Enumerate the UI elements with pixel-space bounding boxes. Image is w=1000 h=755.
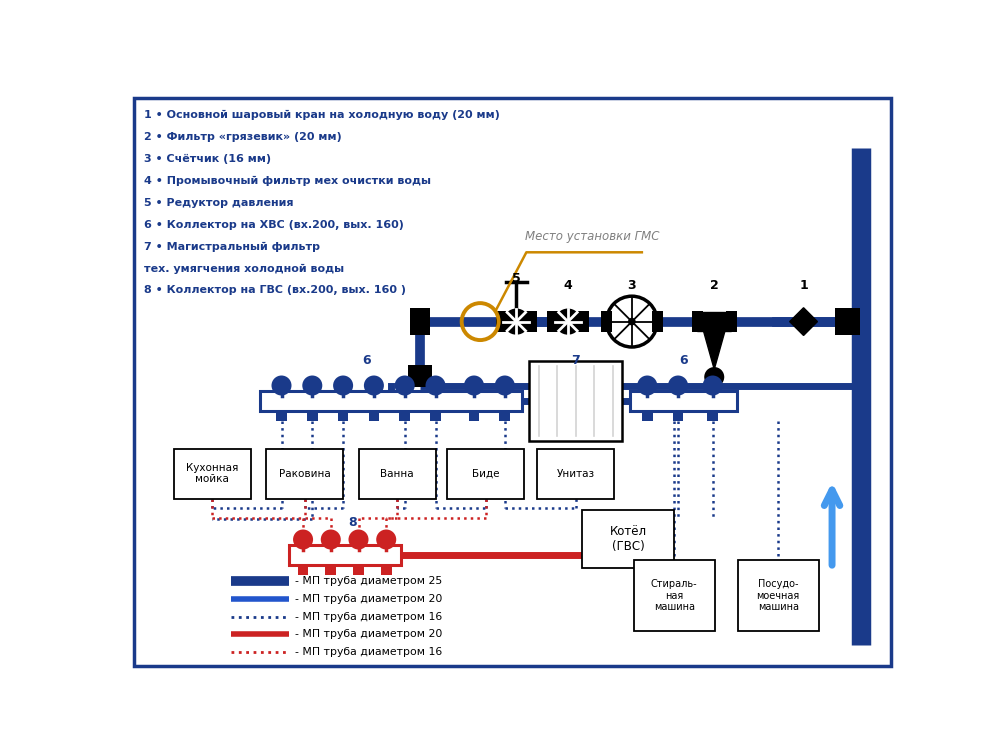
Bar: [652, 311, 663, 332]
Circle shape: [668, 375, 688, 396]
Bar: [338, 411, 348, 421]
Circle shape: [302, 375, 322, 396]
Bar: [410, 308, 430, 335]
Circle shape: [376, 529, 396, 550]
Text: 4 • Промывочный фильтр мех очистки воды: 4 • Промывочный фильтр мех очистки воды: [144, 176, 431, 186]
Circle shape: [704, 367, 724, 387]
Circle shape: [364, 375, 384, 396]
Text: Унитаз: Унитаз: [557, 469, 595, 479]
Text: 3: 3: [628, 279, 636, 292]
Text: 5 • Редуктор давления: 5 • Редуктор давления: [144, 198, 294, 208]
Text: 6: 6: [362, 354, 371, 367]
Circle shape: [555, 309, 581, 334]
Bar: [266, 448, 343, 499]
Bar: [578, 311, 589, 332]
Bar: [353, 565, 364, 575]
Bar: [399, 411, 410, 421]
Text: 1 • Основной шаровый кран на холодную воду (20 мм): 1 • Основной шаровый кран на холодную во…: [144, 109, 500, 120]
Text: Стираль-
ная
машина: Стираль- ная машина: [651, 579, 698, 612]
Text: - МП труба диаметром 16: - МП труба диаметром 16: [295, 647, 442, 657]
Circle shape: [293, 529, 313, 550]
Polygon shape: [703, 331, 725, 369]
Bar: [307, 411, 318, 421]
Text: Посудо-
моечная
машина: Посудо- моечная машина: [757, 579, 800, 612]
Bar: [601, 311, 612, 332]
Text: 2: 2: [710, 279, 719, 292]
Text: 4: 4: [564, 279, 572, 292]
Circle shape: [628, 318, 636, 325]
Bar: [447, 448, 524, 499]
Bar: [381, 565, 392, 575]
Bar: [298, 565, 308, 575]
Bar: [369, 411, 379, 421]
Polygon shape: [697, 313, 731, 331]
Text: - МП труба диаметром 16: - МП труба диаметром 16: [295, 612, 442, 621]
Circle shape: [703, 375, 723, 396]
Bar: [529, 361, 622, 441]
Circle shape: [348, 529, 369, 550]
Bar: [630, 391, 737, 411]
Text: Котёл
(ГВС): Котёл (ГВС): [609, 525, 647, 553]
Text: 8: 8: [348, 516, 357, 528]
Text: 5: 5: [512, 272, 521, 285]
Bar: [496, 311, 506, 332]
Text: Раковина: Раковина: [279, 469, 330, 479]
Bar: [673, 411, 683, 421]
Bar: [408, 365, 432, 387]
Bar: [174, 448, 251, 499]
Circle shape: [271, 375, 292, 396]
Bar: [547, 311, 558, 332]
Text: 6 • Коллектор на ХВС (вх.200, вых. 160): 6 • Коллектор на ХВС (вх.200, вых. 160): [144, 220, 404, 230]
Text: 3 • Счётчик (16 мм): 3 • Счётчик (16 мм): [144, 154, 272, 164]
Bar: [835, 308, 860, 335]
Bar: [430, 411, 441, 421]
Text: - МП труба диаметром 20: - МП труба диаметром 20: [295, 629, 442, 639]
Bar: [582, 510, 674, 568]
Text: - МП труба диаметром 25: - МП труба диаметром 25: [295, 576, 442, 586]
Bar: [707, 411, 718, 421]
Bar: [726, 311, 737, 332]
Circle shape: [425, 375, 446, 396]
Text: 1: 1: [799, 279, 808, 292]
Text: Биде: Биде: [472, 469, 499, 479]
Bar: [325, 565, 336, 575]
Text: 7 • Магистральный фильтр: 7 • Магистральный фильтр: [144, 242, 320, 251]
Bar: [634, 560, 715, 631]
Text: - МП труба диаметром 20: - МП труба диаметром 20: [295, 593, 442, 604]
Text: 2 • Фильтр «грязевик» (20 мм): 2 • Фильтр «грязевик» (20 мм): [144, 132, 342, 142]
Bar: [537, 448, 614, 499]
Text: 7: 7: [571, 354, 580, 367]
Bar: [692, 311, 703, 332]
Bar: [469, 411, 479, 421]
Bar: [642, 411, 653, 421]
Bar: [276, 411, 287, 421]
Bar: [738, 560, 819, 631]
Circle shape: [321, 529, 341, 550]
Circle shape: [503, 309, 529, 334]
Circle shape: [606, 296, 657, 347]
Text: 8 • Коллектор на ГВС (вх.200, вых. 160 ): 8 • Коллектор на ГВС (вх.200, вых. 160 ): [144, 285, 406, 295]
Circle shape: [464, 375, 484, 396]
Polygon shape: [790, 308, 817, 335]
Circle shape: [395, 375, 415, 396]
Circle shape: [637, 375, 657, 396]
Bar: [289, 545, 401, 565]
Bar: [499, 411, 510, 421]
Bar: [798, 315, 809, 328]
Text: Ванна: Ванна: [380, 469, 414, 479]
Bar: [526, 311, 537, 332]
Bar: [260, 391, 522, 411]
Circle shape: [495, 375, 515, 396]
Circle shape: [333, 375, 353, 396]
Text: тех. умягчения холодной воды: тех. умягчения холодной воды: [144, 263, 345, 273]
Text: Место установки ГМС: Место установки ГМС: [525, 230, 659, 243]
Text: 6: 6: [679, 354, 688, 367]
Bar: [358, 448, 436, 499]
Text: Кухонная
мойка: Кухонная мойка: [186, 463, 238, 485]
